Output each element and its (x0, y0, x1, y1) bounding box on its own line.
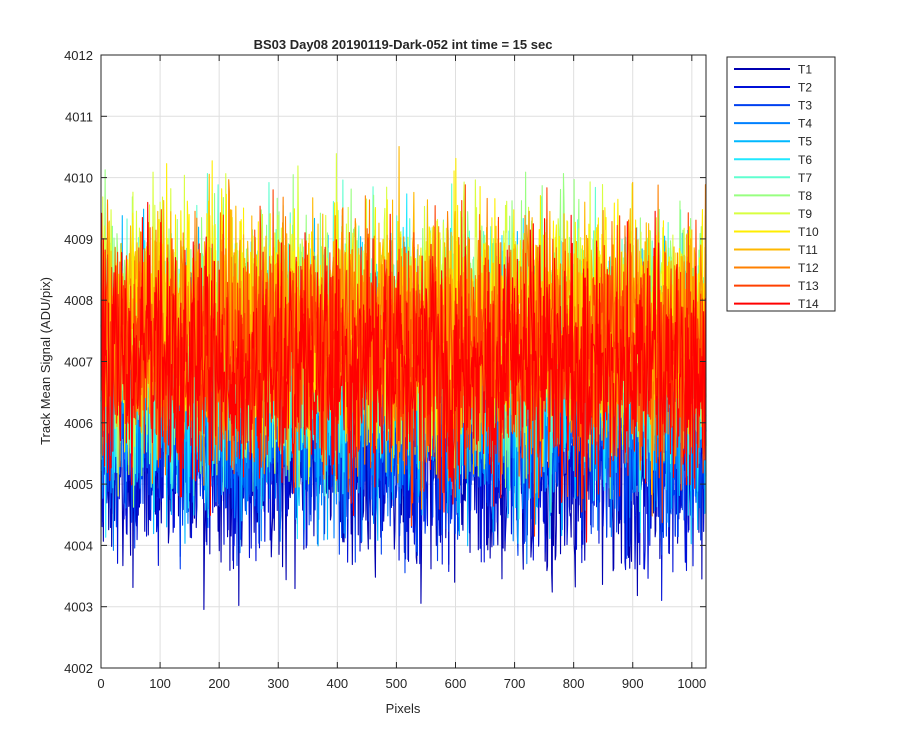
x-tick-label: 600 (445, 676, 467, 691)
x-tick-label: 100 (149, 676, 171, 691)
y-tick-label: 4005 (64, 477, 93, 492)
legend-label-t5: T5 (798, 135, 812, 149)
y-tick-label: 4006 (64, 416, 93, 431)
axis-ticks: 0 100 200 300 400 500 600 700 800 900 1000 4002 4003… (64, 48, 706, 691)
chart-title: BS03 Day08 20190119-Dark-052 int time = … (254, 37, 553, 52)
legend-label-t3: T3 (798, 99, 812, 113)
y-tick-label: 4012 (64, 48, 93, 63)
legend-label-t2: T2 (798, 81, 812, 95)
x-axis-label: Pixels (386, 701, 421, 716)
x-tick-label: 700 (504, 676, 526, 691)
y-tick-label: 4004 (64, 538, 93, 553)
legend-label-t13: T13 (798, 279, 819, 293)
x-tick-label: 300 (267, 676, 289, 691)
y-tick-label: 4007 (64, 355, 93, 370)
legend-label-t14: T14 (798, 297, 819, 311)
x-tick-label: 1000 (677, 676, 706, 691)
legend-box (726, 56, 836, 312)
legend-label-t1: T1 (798, 63, 812, 77)
x-tick-label: 900 (622, 676, 644, 691)
y-tick-label: 4010 (64, 171, 93, 186)
legend-label-t10: T10 (798, 225, 819, 239)
y-tick-label: 4008 (64, 293, 93, 308)
x-tick-label: 0 (97, 676, 104, 691)
series-layer (100, 146, 707, 611)
series-line-t13 (100, 184, 707, 537)
legend-label-t12: T12 (798, 261, 819, 275)
y-tick-label: 4002 (64, 661, 93, 676)
legend-label-t7: T7 (798, 171, 812, 185)
legend: T1 T2 T3 T4 T5 T6 T7 T8 T9 T10 T11 T12 T13 T14 (726, 56, 836, 312)
y-tick-label: 4011 (65, 109, 93, 124)
legend-label-t6: T6 (798, 153, 812, 167)
legend-label-t11: T11 (798, 243, 818, 257)
legend-label-t8: T8 (798, 189, 812, 203)
series-line-t14 (100, 201, 707, 543)
y-tick-label: 4003 (64, 600, 93, 615)
x-tick-label: 200 (208, 676, 230, 691)
x-tick-label: 400 (326, 676, 348, 691)
x-tick-label: 500 (386, 676, 408, 691)
y-axis-label: Track Mean Signal (ADU/pix) (38, 277, 53, 445)
legend-label-t4: T4 (798, 117, 812, 131)
x-tick-label: 800 (563, 676, 585, 691)
y-tick-label: 4009 (64, 232, 93, 247)
legend-label-t9: T9 (798, 207, 812, 221)
